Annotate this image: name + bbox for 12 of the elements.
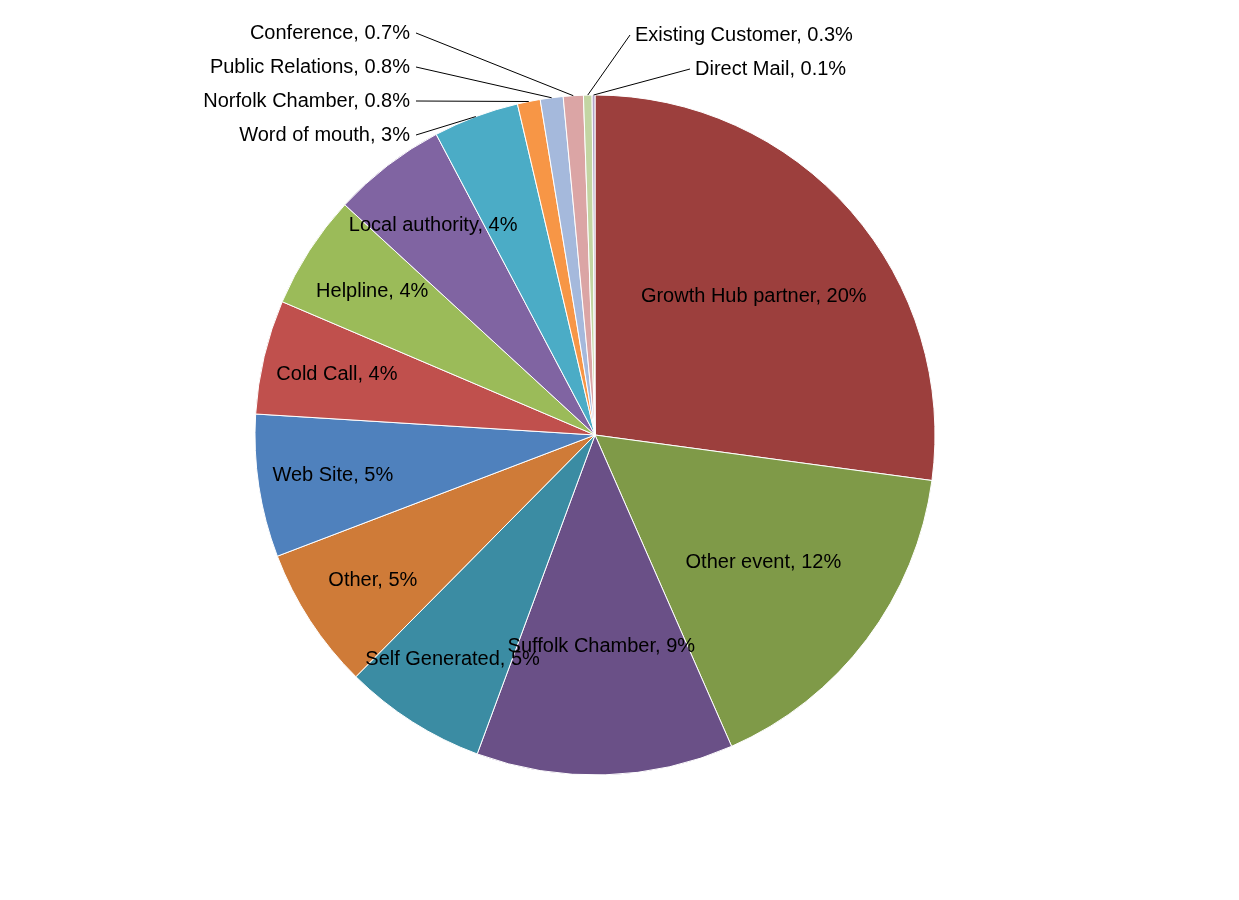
slice-label: Helpline, 4%	[316, 279, 429, 302]
slice-label: Public Relations, 0.8%	[209, 55, 411, 77]
slice-label: Growth Hub partner, 20%	[640, 284, 867, 307]
slice-label: Existing Customer, 0.3%	[635, 23, 854, 45]
slice-label: Other event, 12%	[685, 549, 842, 572]
slice-label: Conference, 0.7%	[249, 21, 411, 43]
slice-label: Word of mouth, 3%	[239, 123, 411, 145]
slice-label: Other, 5%	[328, 567, 418, 590]
slice-label: Web Site, 5%	[272, 462, 394, 485]
slice-label: Cold Call, 4%	[276, 361, 398, 384]
slice-label: Norfolk Chamber, 0.8%	[203, 89, 411, 111]
slice-label: Direct Mail, 0.1%	[695, 57, 847, 79]
